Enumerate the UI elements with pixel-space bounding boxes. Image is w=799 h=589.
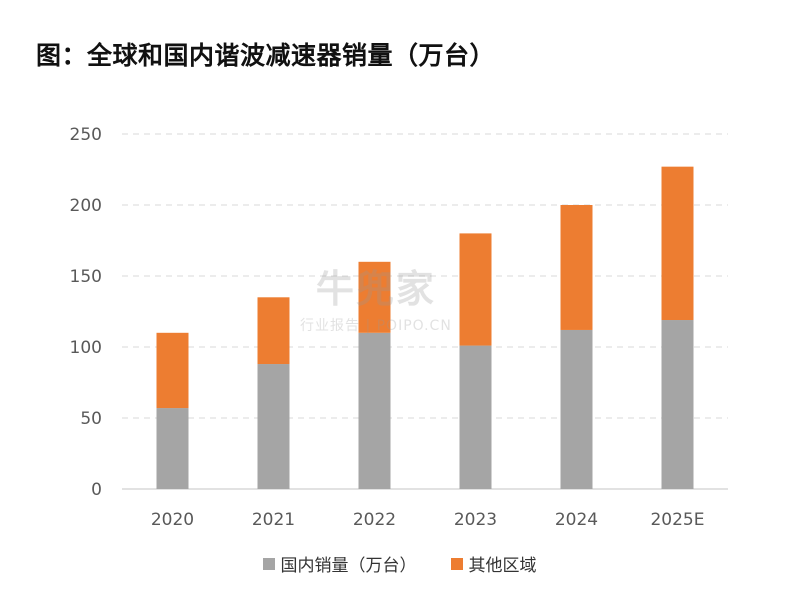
legend-item-other: 其他区域 [450, 551, 537, 576]
x-tick-label: 2020 [151, 510, 194, 530]
y-tick-label: 50 [80, 409, 102, 429]
x-tick-label: 2025E [650, 510, 704, 530]
bar-domestic [156, 408, 189, 489]
legend-item-domestic: 国内销量（万台） [262, 551, 417, 576]
bar-domestic [560, 329, 593, 489]
bar-other [560, 205, 593, 330]
legend-label-other: 其他区域 [468, 556, 537, 576]
bar-other [459, 233, 492, 346]
bar-domestic [257, 364, 290, 489]
bars [156, 166, 694, 489]
y-tick-label: 200 [70, 196, 102, 216]
bar-domestic [661, 320, 694, 489]
bar-domestic [459, 345, 492, 489]
y-tick-label: 150 [70, 267, 102, 287]
y-tick-label: 0 [91, 480, 102, 500]
legend-swatch-domestic [262, 557, 275, 570]
legend-label-domestic: 国内销量（万台） [280, 556, 417, 576]
y-tick-label: 100 [70, 338, 102, 358]
y-tick-label: 250 [70, 125, 102, 145]
x-tick-label: 2022 [353, 510, 396, 530]
y-axis: 0 50 100 150 200 250 [70, 125, 102, 500]
x-axis: 2020 2021 2022 2023 2024 2025E [151, 510, 705, 530]
x-tick-label: 2024 [555, 510, 598, 530]
bar-domestic [358, 332, 391, 489]
bar-other [358, 261, 391, 333]
x-tick-label: 2021 [252, 510, 295, 530]
gridlines [122, 133, 728, 490]
legend: 国内销量（万台） 其他区域 [0, 551, 799, 576]
bar-other [661, 166, 694, 321]
legend-swatch-other [450, 557, 463, 570]
bar-other [257, 297, 290, 365]
bar-other [156, 332, 189, 409]
chart-title: 图：全球和国内谐波减速器销量（万台） [36, 41, 496, 70]
x-tick-label: 2023 [454, 510, 497, 530]
